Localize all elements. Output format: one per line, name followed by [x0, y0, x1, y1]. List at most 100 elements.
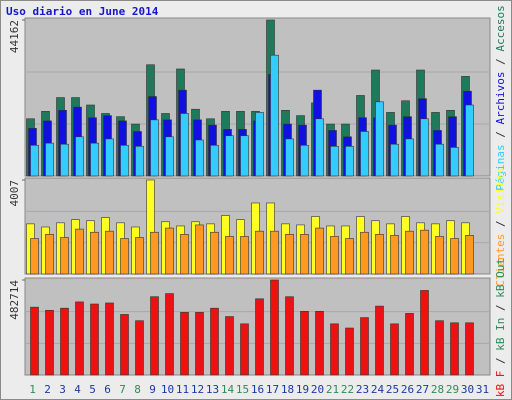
bar — [30, 306, 39, 376]
bar — [450, 322, 459, 376]
bar — [465, 322, 474, 376]
bar — [315, 118, 324, 177]
bar — [285, 234, 294, 275]
bar — [390, 323, 399, 376]
bar — [75, 301, 84, 376]
bar — [225, 135, 234, 177]
bar — [465, 104, 474, 177]
x-tick-label: 25 — [386, 383, 399, 396]
bar — [300, 311, 309, 376]
bar — [375, 234, 384, 275]
bar — [240, 323, 249, 376]
x-tick-label: 2 — [44, 383, 51, 396]
legend-separator: / — [494, 214, 507, 234]
bar — [270, 54, 279, 177]
x-tick-label: 21 — [326, 383, 339, 396]
x-tick-label: 28 — [431, 383, 444, 396]
x-tick-label: 4 — [74, 383, 81, 396]
bar — [330, 146, 339, 177]
bar — [255, 112, 264, 177]
bar — [330, 236, 339, 275]
bar — [180, 113, 189, 177]
bar — [210, 307, 219, 376]
bar — [105, 230, 114, 275]
legend-entry: kB In — [494, 318, 507, 351]
bar — [180, 234, 189, 275]
y-tick-label: 44162 — [8, 20, 21, 53]
bar — [135, 237, 144, 275]
bar — [165, 136, 174, 177]
legend-separator: / — [494, 351, 507, 371]
y-tick-label: 4007 — [8, 180, 21, 207]
bar — [90, 303, 99, 376]
x-tick-label: 3 — [59, 383, 66, 396]
bar — [420, 229, 429, 275]
series-legend: kB F / kB In / kB Out — [494, 258, 507, 397]
legend-entry: Clientes — [494, 234, 507, 287]
bar — [30, 238, 39, 275]
bar — [150, 296, 159, 376]
bar — [225, 316, 234, 376]
x-tick-label: 30 — [461, 383, 474, 396]
bar — [435, 143, 444, 177]
bar — [345, 238, 354, 275]
bar — [330, 323, 339, 376]
legend-separator: / — [494, 124, 507, 144]
x-tick-label: 26 — [401, 383, 414, 396]
bar — [405, 313, 414, 376]
bar — [165, 227, 174, 275]
bar — [255, 230, 264, 275]
legend-separator: / — [494, 298, 507, 318]
bar — [60, 237, 69, 275]
bar — [210, 144, 219, 177]
bar — [90, 142, 99, 177]
bar — [105, 302, 114, 376]
bar — [120, 144, 129, 177]
legend-entry: Páginas — [494, 144, 507, 190]
bar — [315, 227, 324, 275]
x-tick-label: 1 — [29, 383, 36, 396]
x-tick-label: 12 — [191, 383, 204, 396]
x-tick-label: 27 — [416, 383, 429, 396]
bar — [375, 101, 384, 177]
bar — [345, 146, 354, 177]
bar — [435, 236, 444, 275]
x-tick-label: 29 — [446, 383, 459, 396]
x-tick-label: 13 — [206, 383, 219, 396]
bar — [225, 236, 234, 275]
bar — [420, 290, 429, 376]
x-tick-label: 8 — [134, 383, 141, 396]
bar — [150, 119, 159, 177]
bar — [390, 235, 399, 275]
x-tick-label: 18 — [281, 383, 294, 396]
x-tick-label: 16 — [251, 383, 264, 396]
bar — [45, 234, 54, 275]
bar — [360, 231, 369, 275]
bar — [285, 296, 294, 376]
x-tick-label: 7 — [119, 383, 126, 396]
bar — [60, 143, 69, 177]
bar — [210, 231, 219, 275]
series-legend: Clientes / Visitas — [494, 167, 507, 286]
bar — [90, 231, 99, 275]
x-tick-label: 24 — [371, 383, 385, 396]
x-tick-label: 5 — [89, 383, 96, 396]
x-tick-label: 14 — [221, 383, 235, 396]
x-tick-label: 6 — [104, 383, 111, 396]
series-legend: Páginas / Archivos / Accesos — [494, 5, 507, 190]
bar — [240, 236, 249, 275]
bar — [135, 146, 144, 177]
bar — [195, 312, 204, 376]
x-tick-label: 19 — [296, 383, 309, 396]
x-tick-label: 23 — [356, 383, 369, 396]
bar — [405, 138, 414, 177]
bar — [420, 118, 429, 177]
bar — [240, 135, 249, 177]
legend-entry: kB F — [494, 371, 507, 398]
bar — [405, 230, 414, 275]
x-tick-label: 10 — [161, 383, 174, 396]
bar — [45, 142, 54, 177]
bar — [300, 234, 309, 275]
legend-separator: / — [494, 52, 507, 72]
